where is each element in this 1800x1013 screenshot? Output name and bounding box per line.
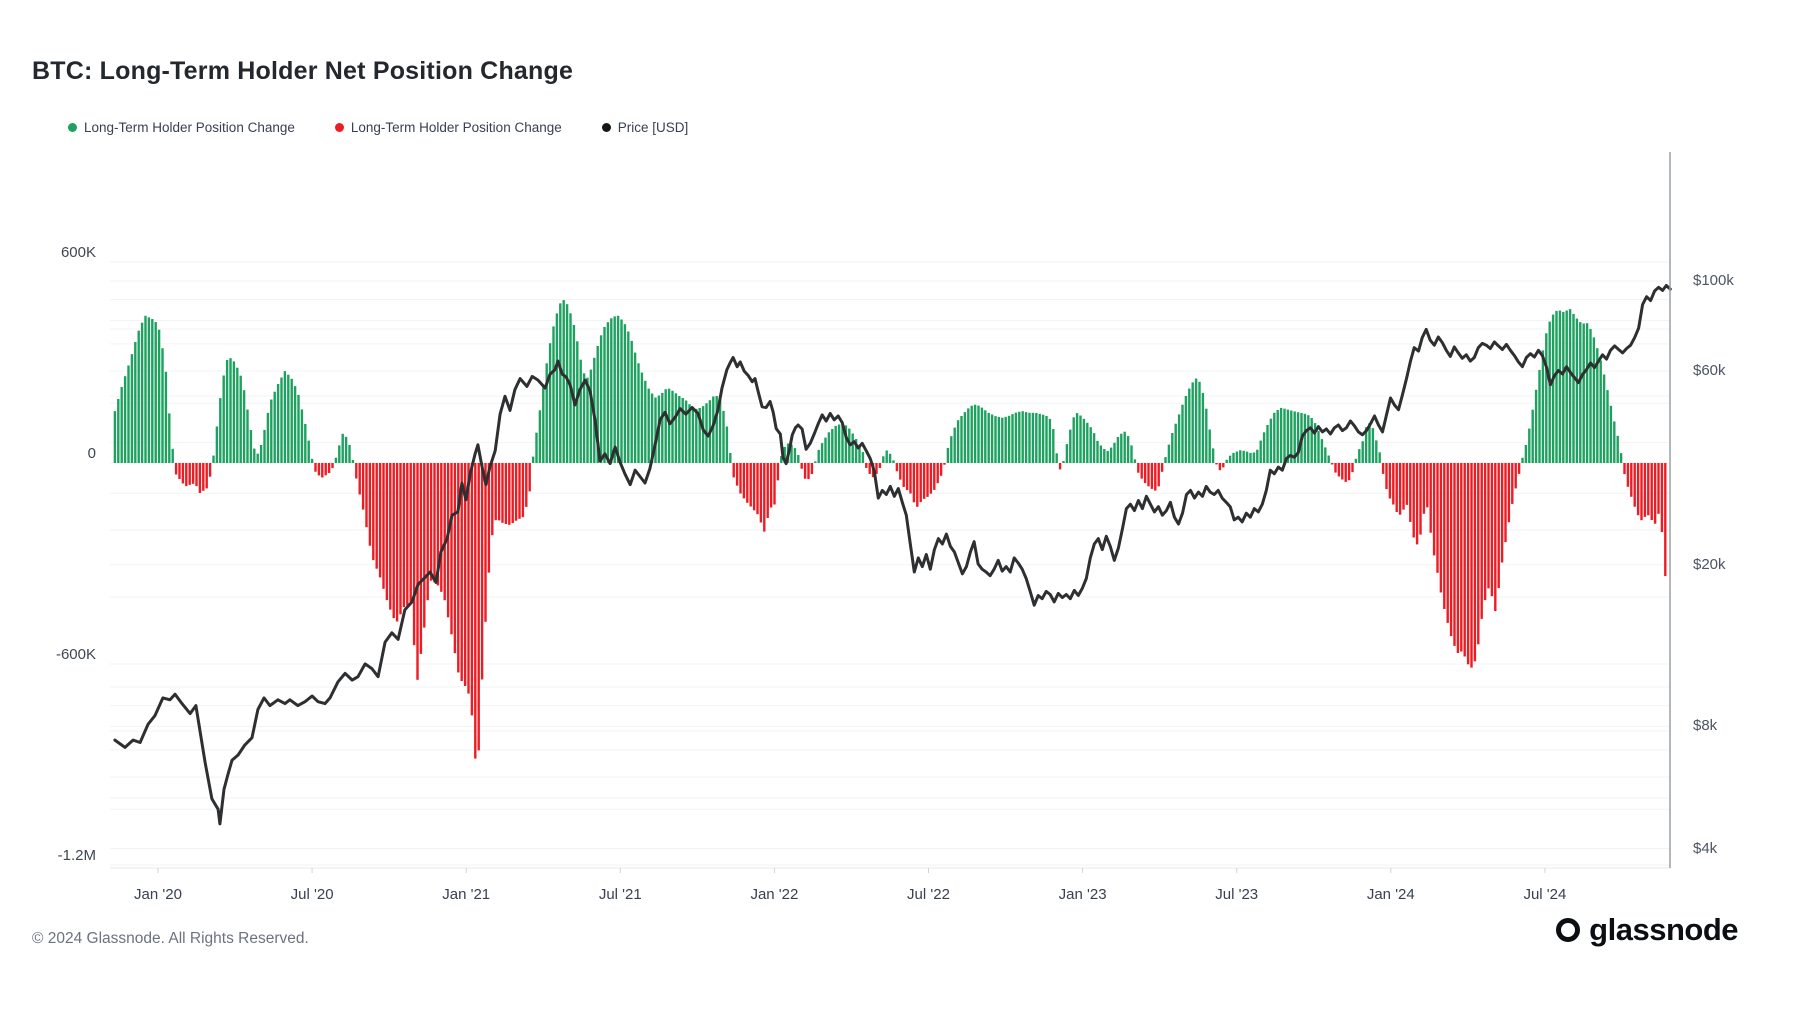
x-tick-label: Jan '24 [1366, 886, 1415, 903]
y-right-tick-label: $8k [1693, 717, 1718, 735]
legend-label: Long-Term Holder Position Change [84, 120, 295, 135]
legend-label: Price [USD] [617, 120, 689, 135]
gridlines [110, 261, 1670, 866]
x-tick-label: Jan '22 [750, 886, 799, 903]
x-tick-label: Jul '24 [1523, 886, 1567, 903]
y-left-tick-label: 600K [60, 244, 96, 261]
legend-item-price[interactable]: Price [USD] [601, 120, 689, 135]
legend-label: Long-Term Holder Position Change [350, 120, 562, 135]
chart-legend: Long-Term Holder Position Change Long-Te… [68, 120, 728, 135]
y-right-tick-label: $60k [1693, 362, 1726, 380]
y-right-tick-label: $20k [1693, 555, 1726, 573]
glassnode-logo: glassnode [1556, 912, 1738, 948]
y-right-tick-label: $100k [1693, 272, 1734, 289]
y-left-tick-label: -600K [55, 646, 96, 663]
legend-item-lth-positive[interactable]: Long-Term Holder Position Change [68, 120, 295, 135]
footer-copyright: © 2024 Glassnode. All Rights Reserved. [32, 930, 309, 947]
bars-positive [113, 300, 1623, 464]
x-tick-label: Jul '23 [1215, 886, 1259, 903]
glassnode-logo-text: glassnode [1589, 912, 1738, 947]
x-tick-label: Jul '21 [598, 886, 642, 903]
x-tick-label: Jan '21 [442, 886, 491, 903]
price-line [113, 284, 1672, 826]
x-tick-label: Jan '23 [1058, 886, 1107, 903]
bars-negative [174, 463, 1667, 759]
x-tick-label: Jul '20 [290, 886, 334, 903]
x-tick-label: Jan '20 [134, 886, 182, 903]
x-tick-label: Jul '22 [907, 886, 950, 903]
legend-dot-green-icon [68, 123, 77, 132]
glassnode-logo-icon [1556, 918, 1581, 942]
page-title: BTC: Long-Term Holder Net Position Chang… [32, 56, 574, 85]
y-left-tick-label: -1.2M [57, 847, 96, 864]
legend-dot-red-icon [334, 123, 344, 132]
legend-dot-black-icon [601, 123, 611, 132]
legend-item-lth-negative[interactable]: Long-Term Holder Position Change [334, 120, 562, 135]
y-left-tick-label: 0 [87, 445, 96, 462]
y-right-tick-label: $4k [1693, 839, 1718, 857]
